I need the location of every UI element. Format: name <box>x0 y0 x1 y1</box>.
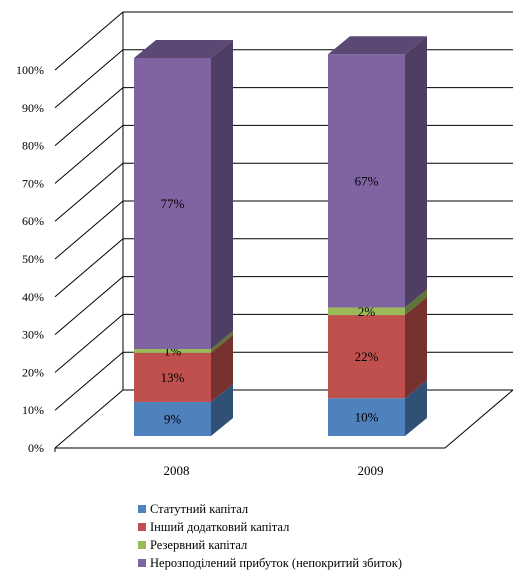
bar-side <box>211 331 233 353</box>
bar-side <box>211 40 233 350</box>
gridline-diagonal <box>54 389 124 449</box>
legend-swatch <box>138 541 146 549</box>
bar-segment: 10% <box>328 380 427 436</box>
legend-label: Інший додатковий капітал <box>150 519 290 534</box>
legend-swatch <box>138 523 146 531</box>
gridline-diagonal <box>54 238 124 298</box>
gridline-diagonal <box>54 87 124 146</box>
bars: 9%13%1%77%10%22%2%67% <box>134 36 427 436</box>
y-tick-label: 20% <box>22 365 44 379</box>
bar-segment: 67% <box>328 36 427 308</box>
bar-segment: 77% <box>134 40 233 350</box>
bar-side <box>405 36 427 308</box>
y-tick-label: 70% <box>22 176 44 190</box>
bar-side <box>211 383 233 436</box>
gridline-diagonal <box>54 125 124 184</box>
data-label: 67% <box>355 173 379 188</box>
y-tick-label: 90% <box>22 101 44 115</box>
y-tick-label: 30% <box>22 328 44 342</box>
legend-item: Нерозподілений прибуток (непокритий збит… <box>138 554 402 572</box>
legend-item: Інший додатковий капітал <box>138 518 402 536</box>
x-axis-category-labels: 2008 2009 <box>164 463 384 478</box>
bar-front <box>328 315 405 399</box>
data-label: 77% <box>161 196 185 211</box>
data-label: 13% <box>161 370 185 385</box>
y-tick-label: 10% <box>22 403 44 417</box>
legend-item: Резервний капітал <box>138 536 402 554</box>
bar-top <box>134 40 233 58</box>
y-tick-label: 40% <box>22 290 44 304</box>
bar-front <box>134 352 211 402</box>
bar-segment: 2% <box>328 289 427 319</box>
bar-side <box>211 334 233 402</box>
legend-label: Статутний капітал <box>150 501 249 516</box>
bar-side <box>405 289 427 316</box>
legend: Статутний капітал Інший додатковий капіта… <box>138 500 402 572</box>
legend-label: Резервний капітал <box>150 537 248 552</box>
legend-swatch <box>138 559 146 567</box>
bar-top <box>328 36 427 55</box>
y-tick-label: 80% <box>22 139 44 153</box>
legend-swatch <box>138 505 146 513</box>
bar-front <box>328 54 405 308</box>
bar-side <box>405 380 427 436</box>
x-category-label: 2009 <box>358 463 384 478</box>
data-label: 9% <box>164 411 182 426</box>
y-axis-tick-labels: 0% 10% 20% 30% 40% 50% 60% 70% 80% 90% 100% <box>16 63 44 455</box>
gridline-diagonal <box>54 49 124 109</box>
gridline-diagonal <box>54 314 124 373</box>
floor-right-edge <box>444 389 514 449</box>
gridline-diagonal <box>54 11 124 71</box>
bar-side <box>405 297 427 399</box>
gridline-diagonal <box>54 351 124 411</box>
bar-segment: 22% <box>328 297 427 399</box>
bar-front <box>328 398 405 436</box>
gridlines <box>54 11 514 452</box>
bar-segment: 9% <box>134 383 233 436</box>
data-label: 10% <box>355 410 379 425</box>
gridline-diagonal <box>54 200 124 260</box>
y-tick-label: 100% <box>16 63 44 77</box>
legend-label: Нерозподілений прибуток (непокритий збит… <box>150 555 403 570</box>
y-tick-label: 60% <box>22 214 44 228</box>
data-label: 22% <box>355 349 379 364</box>
gridline-diagonal <box>54 162 124 222</box>
bar-front <box>134 349 211 353</box>
bar-segment: 13% <box>134 334 233 402</box>
y-tick-label: 50% <box>22 252 44 266</box>
y-tick-label: 0% <box>28 441 44 455</box>
bar-front <box>134 401 211 436</box>
bar-front <box>134 58 211 350</box>
gridline-diagonal <box>54 276 124 335</box>
legend-item: Статутний капітал <box>138 500 402 518</box>
x-category-label: 2008 <box>164 463 190 478</box>
bar-front <box>328 307 405 316</box>
data-label: 2% <box>358 304 376 319</box>
